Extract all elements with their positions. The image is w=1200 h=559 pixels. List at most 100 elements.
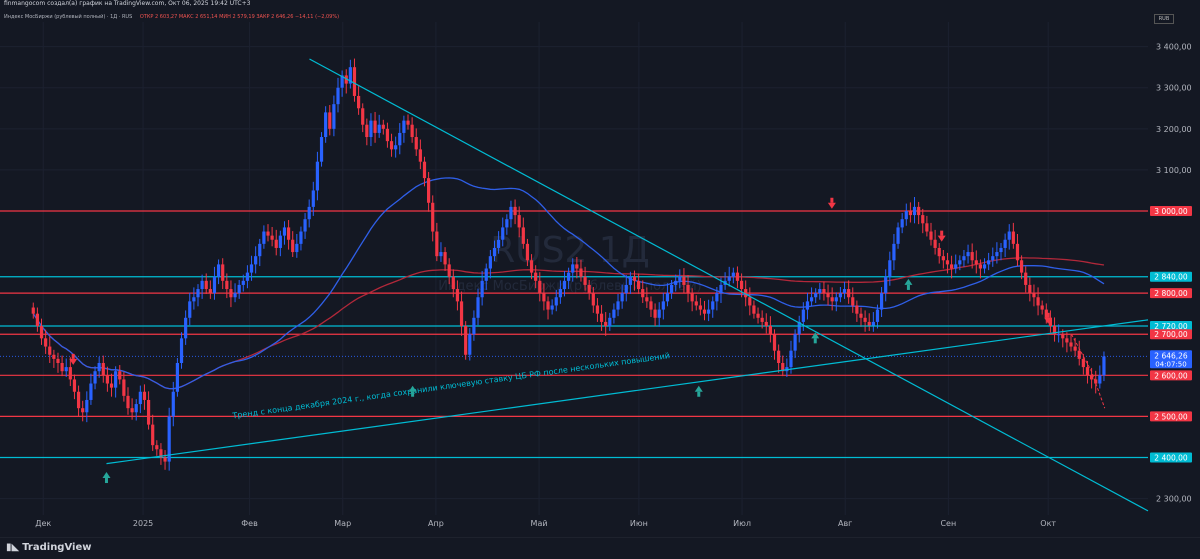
candle-body <box>48 346 52 355</box>
candle-body <box>208 289 212 294</box>
candle-body <box>892 243 896 261</box>
candle-body <box>373 120 377 133</box>
candle-body <box>999 247 1003 253</box>
candle-body <box>727 276 731 281</box>
candle-body <box>587 284 591 294</box>
candle-body <box>686 284 690 294</box>
candle-body <box>1048 317 1053 327</box>
candle-body <box>68 367 72 380</box>
candle-body <box>777 350 781 363</box>
candle-body <box>525 243 530 261</box>
candle-body <box>632 276 637 281</box>
y-tick-label: 3 100,00 <box>1156 166 1192 175</box>
candle-body <box>138 391 142 405</box>
up-arrow-icon <box>694 385 703 392</box>
candle-body <box>571 264 575 273</box>
candle-body <box>101 362 105 376</box>
currency-badge[interactable]: RUB <box>1154 14 1174 24</box>
candle-body <box>431 202 435 232</box>
candle-body <box>801 309 805 322</box>
candle-body <box>241 280 245 285</box>
candle-body <box>1057 334 1061 336</box>
time-axis[interactable]: Дек 2025 Фев Мар Апр Май Июн Июл Авг Сен Окт <box>35 519 1056 528</box>
level-label-bg <box>1150 271 1192 282</box>
candle-body <box>678 276 682 281</box>
candle-body <box>262 231 266 244</box>
level-label-bg <box>1150 329 1192 340</box>
candle-body <box>995 252 999 257</box>
candle-body <box>332 104 336 129</box>
price-axis[interactable]: 2 300,00 3 100,00 3 200,00 3 300,00 3 400,00… <box>1150 43 1192 504</box>
candle-body <box>476 297 480 318</box>
tradingview-logo[interactable]: ▮◣ TradingView <box>6 542 94 553</box>
candle-body <box>884 276 888 294</box>
candle-body <box>871 321 875 327</box>
candle-body <box>1007 231 1011 240</box>
candle-body <box>472 317 476 335</box>
candle-body <box>85 399 89 413</box>
symbol-title: Индекс МосБиржи (рублевый полный) · 1Д ·… <box>4 14 133 20</box>
candle-body <box>711 301 715 310</box>
watermark-symbol: RUS2 1Д <box>490 230 650 271</box>
candle-body <box>674 280 678 285</box>
candle-body <box>941 256 945 261</box>
candle-body <box>291 239 295 253</box>
candle-body <box>398 132 402 146</box>
candle-body <box>653 309 657 318</box>
price-chart[interactable]: RUS2 1Д Индекс МосБиржи (рублевый полный… <box>0 0 1200 537</box>
candle-body <box>509 206 513 220</box>
candle-body <box>1032 293 1036 298</box>
candle-body <box>970 252 974 261</box>
up-arrow-icon <box>408 385 417 392</box>
candle-body <box>381 124 385 129</box>
candle-body <box>1098 375 1102 384</box>
down-arrow-stem <box>940 230 944 236</box>
candle-body <box>270 235 274 240</box>
candle-body <box>64 367 68 372</box>
candle-body <box>851 297 855 306</box>
candle-body <box>863 317 867 322</box>
candle-body <box>608 317 612 327</box>
candle-body <box>974 260 978 265</box>
candle-body <box>694 301 698 306</box>
level-label: 3 000,00 <box>1154 207 1188 216</box>
candle-body <box>159 449 163 458</box>
candle-body <box>427 178 431 203</box>
candle-body <box>155 445 159 450</box>
candle-body <box>1036 297 1040 306</box>
candle-body <box>847 289 851 298</box>
candle-body <box>245 272 250 281</box>
level-label: 2 500,00 <box>1154 412 1188 421</box>
candle-body <box>311 190 315 207</box>
candle-body <box>447 264 451 277</box>
candle-body <box>987 260 991 265</box>
x-tick-label: Авг <box>838 519 852 528</box>
candle-body <box>274 239 278 248</box>
x-tick-label: Июл <box>733 519 751 528</box>
candle-body <box>497 239 501 248</box>
symbol-legend: Индекс МосБиржи (рублевый полный) · 1Д ·… <box>4 14 339 20</box>
candle-body <box>707 309 711 314</box>
candle-body <box>612 309 616 318</box>
candle-body <box>97 362 101 372</box>
candle-body <box>929 231 933 240</box>
watermark: RUS2 1Д Индекс МосБиржи (рублевый полный… <box>438 230 701 294</box>
candle-body <box>167 416 171 462</box>
candle-body <box>542 293 546 302</box>
candle-body <box>72 379 77 392</box>
candle-body <box>369 120 373 138</box>
candle-body <box>204 280 208 290</box>
candle-body <box>221 264 225 281</box>
candle-body <box>200 280 204 290</box>
candle-body <box>319 137 324 162</box>
candle-body <box>1061 334 1065 339</box>
candle-body <box>105 375 109 384</box>
candle-body <box>604 321 608 327</box>
candle-body <box>690 293 694 302</box>
ohlc-values: ОТКР 2 603,27 МАКС 2 651,14 МИН 2 579,19… <box>139 14 340 20</box>
candle-body <box>826 293 830 298</box>
candle-body <box>579 268 583 277</box>
attribution-bar: finmangocom создал(а) график на TradingV… <box>0 0 1200 10</box>
candle-body <box>781 362 785 372</box>
candle-body <box>657 309 661 318</box>
